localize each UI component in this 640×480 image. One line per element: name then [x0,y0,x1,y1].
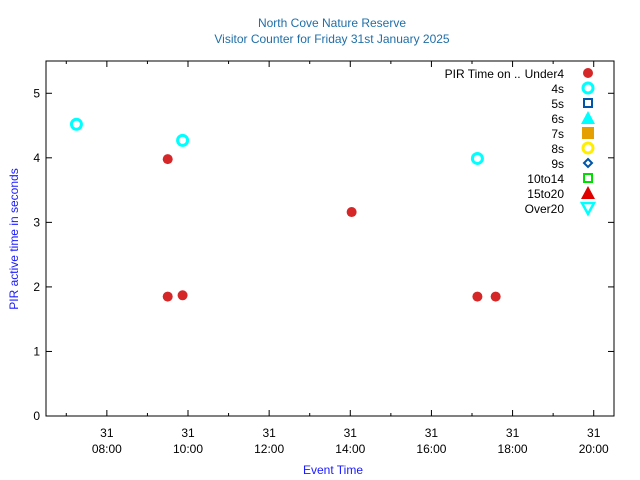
legend-label: 15to20 [527,187,564,201]
y-tick-label: 2 [33,280,40,294]
y-axis: 0 1 2 3 4 5 [33,86,614,423]
legend-marker [581,81,595,95]
legend-label: 9s [551,157,564,171]
x-tick-day-label: 31 [425,426,439,440]
legend-label: 6s [551,112,564,126]
x-tick-day-label: 31 [100,426,114,440]
data-point [472,291,483,302]
x-tick-time-label: 20:00 [579,442,609,456]
y-axis-label: PIR active time in seconds [7,168,21,309]
legend-marker [583,98,593,108]
x-axis: 31 08:00 31 10:00 31 12:00 31 14:00 31 16:00 31 18:… [65,61,609,456]
x-tick-day-label: 31 [506,426,520,440]
legend-label: 10to14 [527,172,564,186]
x-axis-label: Event Time [303,463,363,477]
chart-subtitle: Visitor Counter for Friday 31st January … [214,32,450,46]
legend-label: 8s [551,142,564,156]
chart-title: North Cove Nature Reserve [258,16,406,30]
plot-frame [45,60,615,417]
x-tick-time-label: 10:00 [173,442,203,456]
data-points [69,117,501,302]
x-tick-time-label: 16:00 [416,442,446,456]
legend-title: PIR Time on .. [445,67,521,81]
x-tick-day-label: 31 [587,426,601,440]
legend-label: 4s [551,82,564,96]
legend-marker [583,173,593,183]
data-point [346,207,357,218]
legend-marker [582,127,594,139]
data-point [470,151,484,165]
x-tick-time-label: 14:00 [335,442,365,456]
data-point [162,154,173,165]
x-tick-time-label: 18:00 [498,442,528,456]
legend: PIR Time on .. Under44s5s6s7s8s9s10to1415… [445,67,597,217]
legend-marker [579,201,597,217]
data-point [162,291,173,302]
legend-marker [581,186,595,199]
y-tick-label: 1 [33,344,40,358]
legend-label: 7s [551,127,564,141]
legend-label: Under4 [525,67,565,81]
data-point [177,290,188,301]
legend-marker [581,111,595,124]
x-tick-day-label: 31 [181,426,195,440]
data-point [176,133,190,147]
legend-marker [582,157,594,169]
data-point [490,291,501,302]
legend-label: Over20 [525,202,565,216]
y-tick-label: 5 [33,86,40,100]
data-point [69,117,83,131]
legend-label: 5s [551,97,564,111]
y-tick-label: 4 [33,151,40,165]
x-tick-time-label: 08:00 [92,442,122,456]
y-tick-label: 3 [33,215,40,229]
legend-marker [581,141,595,155]
x-tick-time-label: 12:00 [254,442,284,456]
legend-marker [583,68,593,78]
x-tick-day-label: 31 [344,426,358,440]
x-tick-day-label: 31 [262,426,276,440]
y-tick-label: 0 [33,409,40,423]
